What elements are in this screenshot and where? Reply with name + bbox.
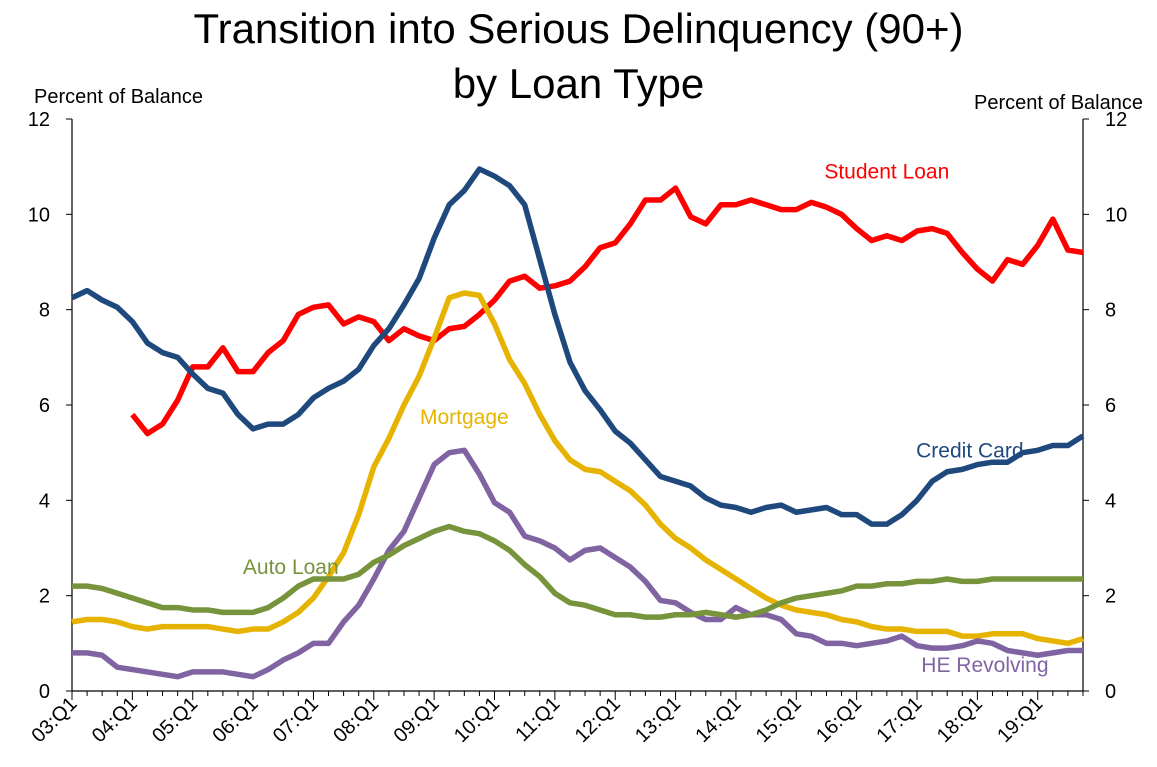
y-tick-label-left: 12	[28, 109, 50, 131]
y-tick-label-left: 2	[39, 586, 50, 608]
y-axis-label-left: Percent of Balance	[34, 86, 203, 108]
y-tick-label-right: 8	[1105, 300, 1116, 322]
x-tick-label: 06:Q1	[209, 693, 263, 747]
series-label-mortgage: Mortgage	[420, 406, 509, 429]
x-tick-label: 17:Q1	[872, 693, 926, 747]
annotation-layer: Student Loan Mortgage Credit Card Auto Loan…	[243, 161, 1049, 677]
y-tick-label-right: 0	[1105, 681, 1116, 703]
y-tick-label-right: 6	[1105, 395, 1116, 417]
series-layer	[70, 166, 1085, 680]
x-tick-label: 07:Q1	[269, 693, 323, 747]
series-line-auto-loan	[72, 523, 1083, 620]
y-tick-label-left: 4	[39, 490, 50, 512]
x-tick-label: 08:Q1	[329, 693, 383, 747]
x-tick-label: 10:Q1	[450, 693, 504, 747]
x-tick-label: 04:Q1	[88, 693, 142, 747]
axes: 0 0 2 2 4 4 6 6 8 8 10 10 12 12 03:Q1 04:Q1 05:Q1 06:Q1 07…	[27, 109, 1127, 747]
x-tick-label: 12:Q1	[571, 693, 625, 747]
x-tick-label: 09:Q1	[390, 693, 444, 747]
y-tick-label-right: 10	[1105, 204, 1127, 226]
x-tick-label: 18:Q1	[933, 693, 987, 747]
y-tick-label-left: 8	[39, 300, 50, 322]
series-line-mortgage	[71, 290, 1084, 647]
y-tick-label-right: 4	[1105, 490, 1116, 512]
x-tick-label: 13:Q1	[631, 693, 685, 747]
y-tick-label-left: 10	[28, 204, 50, 226]
x-tick-label: 19:Q1	[993, 693, 1047, 747]
chart-title-line2: by Loan Type	[452, 60, 705, 107]
x-tick-label: 11:Q1	[511, 693, 564, 746]
x-tick-label: 16:Q1	[812, 693, 866, 747]
x-tick-label: 14:Q1	[691, 693, 745, 747]
x-tick-label: 03:Q1	[27, 693, 81, 747]
y-tick-label-left: 6	[39, 395, 50, 417]
x-tick-label: 05:Q1	[148, 693, 202, 747]
x-tick-label: 15:Q1	[752, 693, 806, 747]
y-tick-label-right: 12	[1105, 109, 1127, 131]
y-tick-label-left: 0	[39, 681, 50, 703]
series-label-student-loan: Student Loan	[824, 161, 949, 184]
chart-title-line1: Transition into Serious Delinquency (90+…	[193, 5, 964, 52]
y-axis-label-right: Percent of Balance	[974, 92, 1143, 114]
series-line-student-loan	[130, 185, 1084, 437]
series-label-auto-loan: Auto Loan	[243, 556, 339, 579]
series-line-he-revolving	[72, 447, 1083, 680]
series-label-credit-card: Credit Card	[916, 439, 1023, 462]
y-tick-label-right: 2	[1105, 586, 1116, 608]
series-label-he-revolving: HE Revolving	[921, 654, 1048, 677]
series-line-credit-card	[70, 166, 1085, 527]
